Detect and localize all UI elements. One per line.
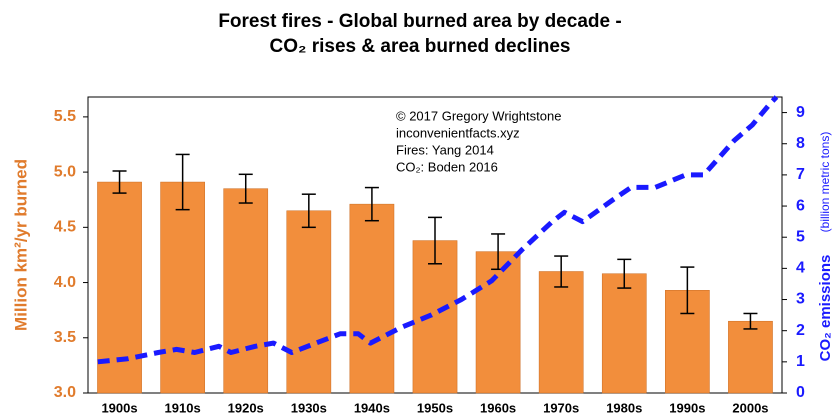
bar <box>538 271 584 394</box>
y-tick-label: 5.5 <box>54 108 76 125</box>
error-bar <box>364 186 379 222</box>
x-tick-label: 1900s <box>101 400 137 415</box>
y2-axis-note: (billion metric tons) <box>818 132 832 233</box>
x-tick-label: 1990s <box>669 400 705 415</box>
y-axis-label: Million km²/yr burned <box>11 159 30 331</box>
y-tick-label: 4.5 <box>54 219 76 236</box>
chart-title: CO₂ rises & area burned declines <box>270 36 571 57</box>
annotation: Fires: Yang 2014 <box>396 142 494 157</box>
y2-tick-label: 0 <box>796 384 805 401</box>
error-bar <box>301 193 316 229</box>
bar <box>601 273 647 394</box>
error-bar <box>554 255 569 288</box>
y2-tick-label: 6 <box>796 197 805 214</box>
line <box>97 95 779 365</box>
bar <box>412 240 458 394</box>
y2-tick-label: 7 <box>796 166 805 183</box>
y2-tick-label: 1 <box>796 353 805 370</box>
bar <box>160 181 205 394</box>
error-bar <box>428 216 442 265</box>
y-tick-label: 3.0 <box>54 384 76 401</box>
annotation: inconvenientfacts.xyz <box>396 125 520 140</box>
y-tick-label: 3.5 <box>54 329 76 346</box>
y2-tick-label: 5 <box>796 228 805 245</box>
x-tick-label: 1960s <box>480 400 516 415</box>
x-tick-label: 1970s <box>543 400 579 415</box>
annotation: CO₂: Boden 2016 <box>396 159 498 174</box>
x-tick-label: 1940s <box>354 400 390 415</box>
annotation: © 2017 Gregory Wrightstone <box>396 108 561 123</box>
error-bar <box>680 266 695 315</box>
x-tick-label: 1910s <box>165 400 201 415</box>
y2-tick-label: 3 <box>796 291 805 308</box>
error-bar <box>175 153 190 211</box>
y2-tick-label: 2 <box>796 322 805 339</box>
bar <box>349 203 395 394</box>
error-bar <box>238 173 253 204</box>
y-tick-label: 5.0 <box>54 163 76 180</box>
error-bar <box>112 170 127 194</box>
bar <box>286 210 332 394</box>
y2-tick-label: 9 <box>796 104 805 121</box>
y2-axis-label: CO₂ emissions <box>817 255 834 362</box>
y-tick-label: 4.0 <box>54 274 76 291</box>
y2-tick-label: 4 <box>796 260 805 277</box>
x-tick-label: 1930s <box>291 400 327 415</box>
error-bar <box>743 312 758 330</box>
x-tick-label: 1980s <box>606 400 642 415</box>
bar <box>475 251 521 394</box>
y2-tick-label: 8 <box>796 135 805 152</box>
x-tick-label: 1920s <box>228 400 264 415</box>
x-tick-label: 1950s <box>417 400 453 415</box>
x-tick-label: 2000s <box>732 400 768 415</box>
chart-title: Forest fires - Global burned area by dec… <box>218 11 621 32</box>
bar <box>223 188 269 394</box>
bar <box>728 320 773 394</box>
error-bar <box>617 258 632 289</box>
